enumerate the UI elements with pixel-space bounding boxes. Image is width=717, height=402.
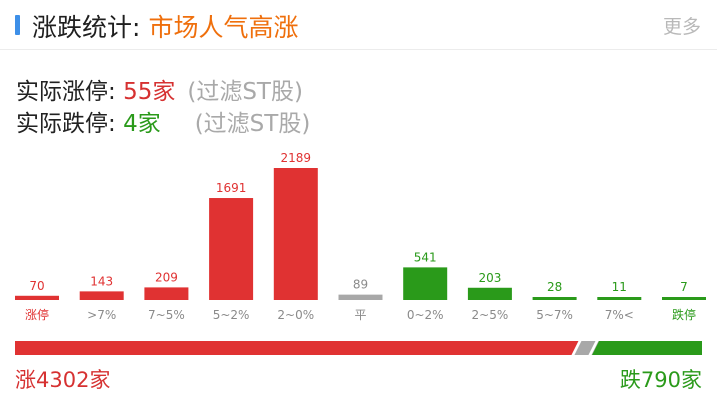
bar-value-1: 143	[90, 274, 113, 288]
limit-up-stat: 实际涨停: 55家 (过滤ST股)	[16, 72, 303, 106]
category-label-6: 0~2%	[407, 308, 444, 322]
bar-value-6: 541	[414, 250, 437, 264]
limit-down-note: (过滤ST股)	[194, 111, 311, 137]
title-label: 涨跌统计:	[32, 13, 141, 42]
distribution-chart: 70 涨停 143 >7% 209 7~5% 1691 5~2% 2189 2~0% 89 平 541 0…	[15, 151, 706, 322]
limit-down-stat: 实际跌停: 4家 (过滤ST股)	[16, 104, 310, 138]
bar-value-10: 7	[680, 280, 688, 294]
category-label-5: 平	[354, 308, 366, 322]
bar-value-2: 209	[155, 270, 178, 284]
category-label-9: 7%<	[605, 308, 634, 322]
limit-down-label: 实际跌停:	[16, 111, 116, 137]
bar-5	[338, 294, 383, 300]
bar-value-9: 11	[612, 280, 627, 294]
category-label-10: 跌停	[672, 307, 696, 322]
category-label-2: 7~5%	[148, 308, 185, 322]
bar-value-4: 2189	[281, 151, 312, 165]
more-link[interactable]: 更多	[662, 16, 701, 38]
bar-value-0: 70	[29, 279, 44, 293]
limit-up-label: 实际涨停:	[16, 79, 116, 105]
bar-6	[403, 267, 448, 300]
category-label-0: 涨停	[25, 307, 49, 322]
bar-0	[15, 295, 59, 300]
market-sentiment: 市场人气高涨	[148, 13, 299, 42]
section-header: 涨跌统计: 市场人气高涨 更多	[0, 0, 717, 50]
bar-2	[144, 287, 189, 300]
up-down-ratio-bar	[15, 341, 702, 355]
header-accent-bar	[15, 15, 20, 35]
category-label-8: 5~7%	[536, 308, 573, 322]
ratio-flat-segment	[574, 341, 596, 355]
category-label-1: >7%	[87, 308, 116, 322]
bar-1	[79, 291, 124, 300]
limit-up-value: 55家	[123, 79, 176, 105]
page-title: 涨跌统计: 市场人气高涨	[32, 8, 298, 44]
bar-10	[662, 297, 706, 300]
bar-value-7: 203	[478, 271, 501, 285]
up-total: 涨4302家	[15, 368, 111, 392]
down-total: 跌790家	[619, 368, 702, 392]
ratio-up-segment	[15, 341, 579, 355]
ratio-down-segment	[592, 341, 702, 355]
bar-7	[467, 287, 512, 300]
limit-up-note: (过滤ST股)	[187, 79, 303, 105]
category-label-7: 2~5%	[472, 308, 509, 322]
bar-9	[597, 297, 642, 300]
bar-value-3: 1691	[216, 181, 247, 195]
bar-3	[209, 198, 254, 300]
limit-down-value: 4家	[123, 111, 161, 137]
bar-8	[532, 297, 577, 300]
bar-value-5: 89	[353, 278, 368, 292]
category-label-3: 5~2%	[213, 308, 250, 322]
category-label-4: 2~0%	[277, 308, 314, 322]
bar-4	[273, 168, 318, 300]
bar-value-8: 28	[547, 280, 562, 294]
